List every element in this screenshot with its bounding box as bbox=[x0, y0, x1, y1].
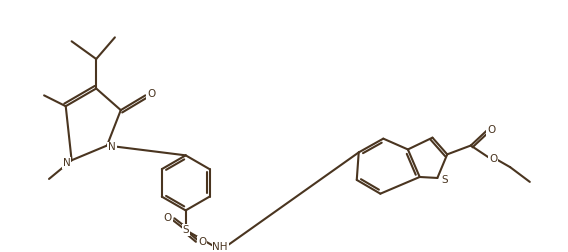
Text: N: N bbox=[63, 158, 70, 168]
Text: S: S bbox=[182, 225, 189, 235]
Text: S: S bbox=[441, 175, 448, 185]
Text: O: O bbox=[487, 125, 496, 135]
Text: NH: NH bbox=[212, 242, 228, 252]
Text: O: O bbox=[489, 154, 498, 164]
Text: O: O bbox=[147, 89, 156, 99]
Text: O: O bbox=[164, 213, 172, 223]
Text: O: O bbox=[198, 237, 207, 247]
Text: N: N bbox=[108, 142, 116, 152]
